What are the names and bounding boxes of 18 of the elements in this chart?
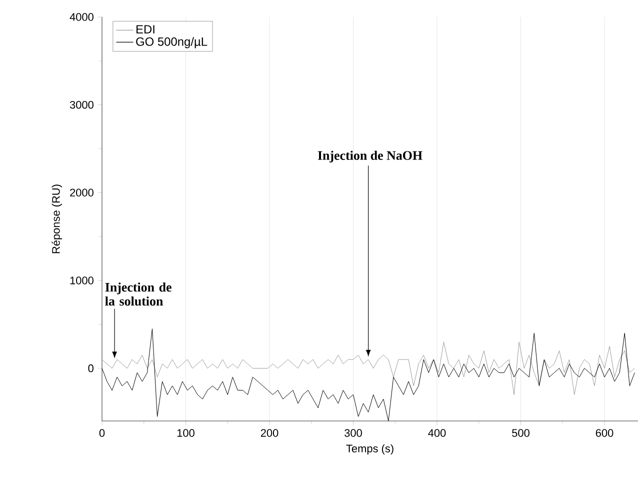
x-tick-label: 0 — [99, 429, 105, 437]
x-tick-label: 100 — [177, 429, 194, 437]
x-tick-label: 600 — [596, 429, 614, 437]
annotation: Injection de NaOH — [318, 150, 422, 162]
legend-label: GO 500ng/µL — [136, 37, 208, 48]
x-tick-label: 400 — [428, 429, 446, 437]
y-tick-label: 3000 — [70, 100, 94, 109]
x-axis-title: Temps (s) — [346, 444, 394, 455]
legend-label: EDI — [136, 25, 154, 34]
y-tick-label: 2000 — [70, 188, 94, 197]
y-tick-label: 4000 — [70, 13, 94, 21]
y-tick-label: 1000 — [70, 276, 94, 284]
y-axis-title: Réponse (RU) — [52, 184, 62, 254]
y-tick-label: 0 — [88, 364, 94, 372]
x-tick-label: 300 — [344, 429, 362, 437]
x-tick-label: 500 — [512, 429, 530, 437]
x-tick-label: 200 — [260, 429, 278, 437]
annotation: Injection de la solution — [105, 282, 172, 306]
